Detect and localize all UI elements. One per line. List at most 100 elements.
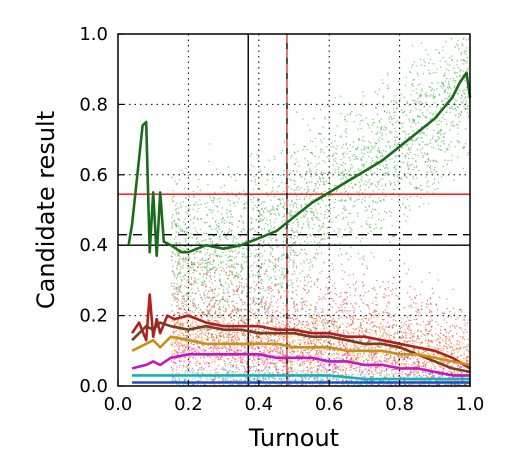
scatter-point (449, 330, 451, 332)
scatter-point (418, 366, 420, 368)
scatter-point (171, 379, 173, 381)
scatter-point (287, 372, 289, 374)
scatter-point (182, 324, 184, 326)
scatter-point (389, 355, 391, 357)
scatter-point (304, 303, 306, 305)
scatter-point (222, 384, 224, 386)
scatter-point (248, 276, 250, 278)
scatter-point (196, 314, 198, 317)
scatter-point (463, 353, 465, 355)
scatter-point (218, 348, 220, 350)
scatter-point (237, 383, 239, 385)
scatter-point (362, 356, 364, 358)
scatter-point (199, 348, 201, 350)
scatter-point (453, 371, 455, 373)
scatter-point (195, 292, 197, 295)
scatter-point (213, 306, 215, 309)
scatter-point (242, 358, 244, 360)
scatter-point (316, 356, 318, 358)
scatter-point (223, 336, 225, 338)
scatter-point (455, 348, 457, 350)
scatter-point (423, 362, 425, 364)
scatter-point (267, 349, 270, 352)
scatter-point (283, 361, 285, 363)
scatter-point (374, 347, 376, 349)
scatter-point (217, 370, 219, 372)
scatter-point (269, 383, 271, 386)
scatter-point (403, 263, 406, 265)
scatter-point (435, 383, 437, 385)
scatter-point (236, 379, 238, 381)
scatter-point (314, 322, 317, 324)
scatter-point (319, 297, 322, 299)
scatter-point (268, 366, 270, 369)
scatter-point (193, 253, 195, 255)
scatter-point (353, 332, 355, 334)
scatter-point (248, 311, 251, 313)
scatter-point (292, 314, 294, 316)
scatter-point (353, 355, 355, 357)
scatter-point (246, 295, 248, 297)
scatter-point (358, 305, 360, 308)
scatter-point (296, 265, 298, 267)
scatter-point (232, 309, 234, 311)
scatter-point (375, 297, 378, 299)
scatter-point (334, 384, 337, 386)
scatter-point (282, 354, 284, 356)
scatter-point (332, 285, 334, 287)
scatter-point (327, 293, 329, 295)
scatter-point (172, 265, 174, 267)
scatter-point (321, 320, 323, 322)
scatter-point (225, 271, 227, 273)
scatter-point (418, 309, 420, 311)
scatter-point (342, 303, 344, 305)
scatter-point (277, 352, 279, 354)
scatter-point (263, 351, 265, 353)
scatter-point (368, 348, 370, 350)
scatter-point (198, 263, 200, 265)
scatter-point (244, 368, 247, 371)
scatter-point (270, 316, 272, 318)
scatter-point (182, 383, 184, 385)
scatter-point (421, 376, 423, 378)
scatter-point (237, 309, 239, 311)
scatter-point (189, 370, 191, 373)
scatter-point (361, 379, 363, 381)
scatter-point (226, 350, 228, 352)
scatter-point (381, 334, 383, 336)
scatter-point (302, 380, 304, 382)
scatter-point (404, 331, 407, 334)
scatter-point (173, 345, 175, 348)
scatter-point (188, 350, 190, 352)
scatter-point (387, 333, 389, 336)
scatter-point (202, 311, 204, 313)
scatter-point (300, 308, 302, 310)
scatter-point (281, 323, 283, 325)
scatter-point (385, 370, 388, 372)
scatter-point (364, 330, 366, 332)
scatter-point (257, 345, 259, 348)
scatter-point (417, 342, 419, 344)
scatter-point (241, 384, 243, 386)
scatter-point (431, 361, 433, 364)
scatter-point (284, 334, 286, 336)
scatter-point (240, 365, 243, 367)
scatter-point (249, 335, 251, 337)
scatter-point (326, 344, 329, 347)
scatter-point (379, 374, 381, 376)
scatter-point (270, 349, 273, 351)
scatter-point (237, 351, 239, 353)
scatter-point (236, 332, 238, 334)
scatter-point (363, 352, 365, 354)
scatter-point (404, 373, 406, 375)
scatter-point (415, 366, 417, 368)
scatter-point (363, 353, 366, 356)
scatter-point (451, 372, 453, 374)
scatter-point (408, 373, 410, 375)
scatter-point (252, 309, 254, 311)
scatter-point (295, 351, 298, 353)
scatter-point (272, 351, 274, 353)
scatter-point (323, 380, 326, 382)
scatter-point (305, 358, 307, 360)
scatter-point (351, 359, 353, 361)
